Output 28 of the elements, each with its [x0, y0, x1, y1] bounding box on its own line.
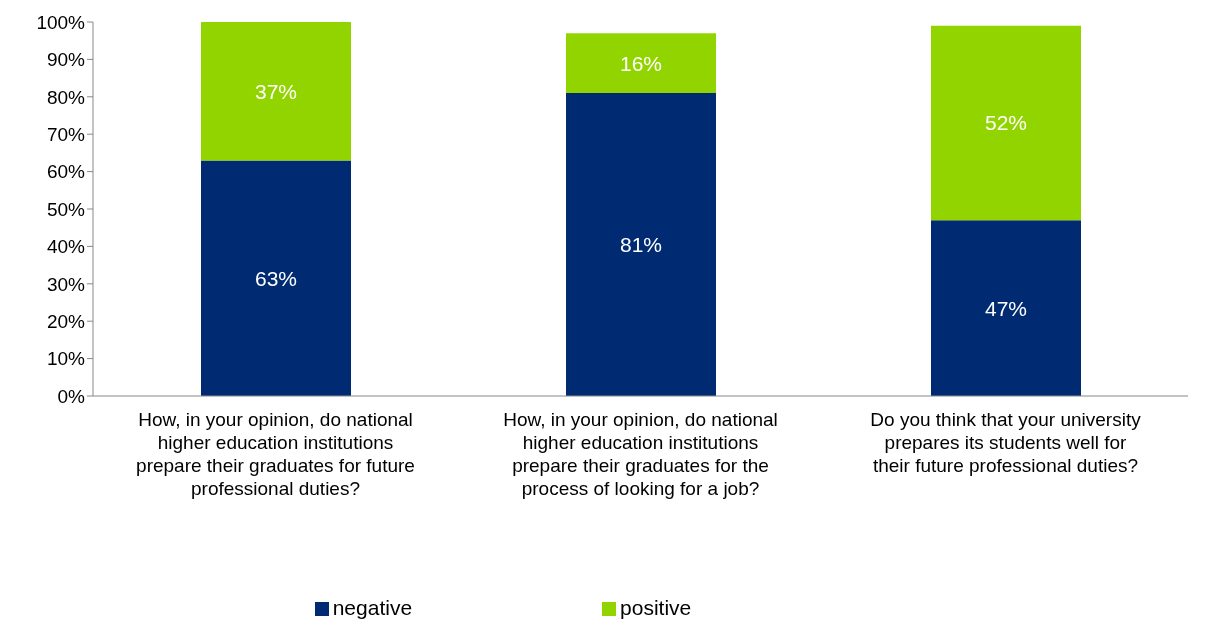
bar: [566, 33, 716, 94]
y-tick-label: 10%: [46, 348, 86, 370]
x-tick-label: How, in your opinion, do national higher education institutions prepare their graduates for future professional duties?: [136, 409, 415, 499]
data-label: 52%: [984, 111, 1028, 135]
data-label: 16%: [619, 51, 663, 75]
legend-label: positive: [620, 596, 692, 619]
y-tick-label: 0%: [57, 385, 86, 407]
bar: [201, 160, 351, 396]
data-label: 81%: [619, 232, 663, 256]
y-tick-label: 20%: [46, 310, 86, 332]
y-tick-label: 100%: [36, 11, 86, 33]
bar: [201, 22, 351, 161]
y-tick-label: 40%: [46, 236, 86, 258]
bar: [566, 93, 716, 396]
legend-label: negative: [332, 596, 413, 619]
bar: [931, 25, 1081, 221]
x-tick-label: Do you think that your university prepares its students well for their future professional duties?: [870, 409, 1142, 476]
y-tick-label: 60%: [46, 161, 86, 183]
y-tick-label: 70%: [46, 123, 86, 145]
data-label: 63%: [254, 266, 298, 290]
y-tick-label: 30%: [46, 273, 86, 295]
x-tick-label: How, in your opinion, do national higher education institutions prepare their graduates for the process of looking for a job?: [503, 409, 778, 499]
y-tick-label: 50%: [46, 198, 86, 220]
data-label: 47%: [984, 296, 1028, 320]
y-tick-label: 90%: [46, 49, 86, 71]
y-tick-label: 80%: [46, 86, 86, 108]
data-label: 37%: [254, 79, 298, 103]
bar: [931, 220, 1081, 396]
